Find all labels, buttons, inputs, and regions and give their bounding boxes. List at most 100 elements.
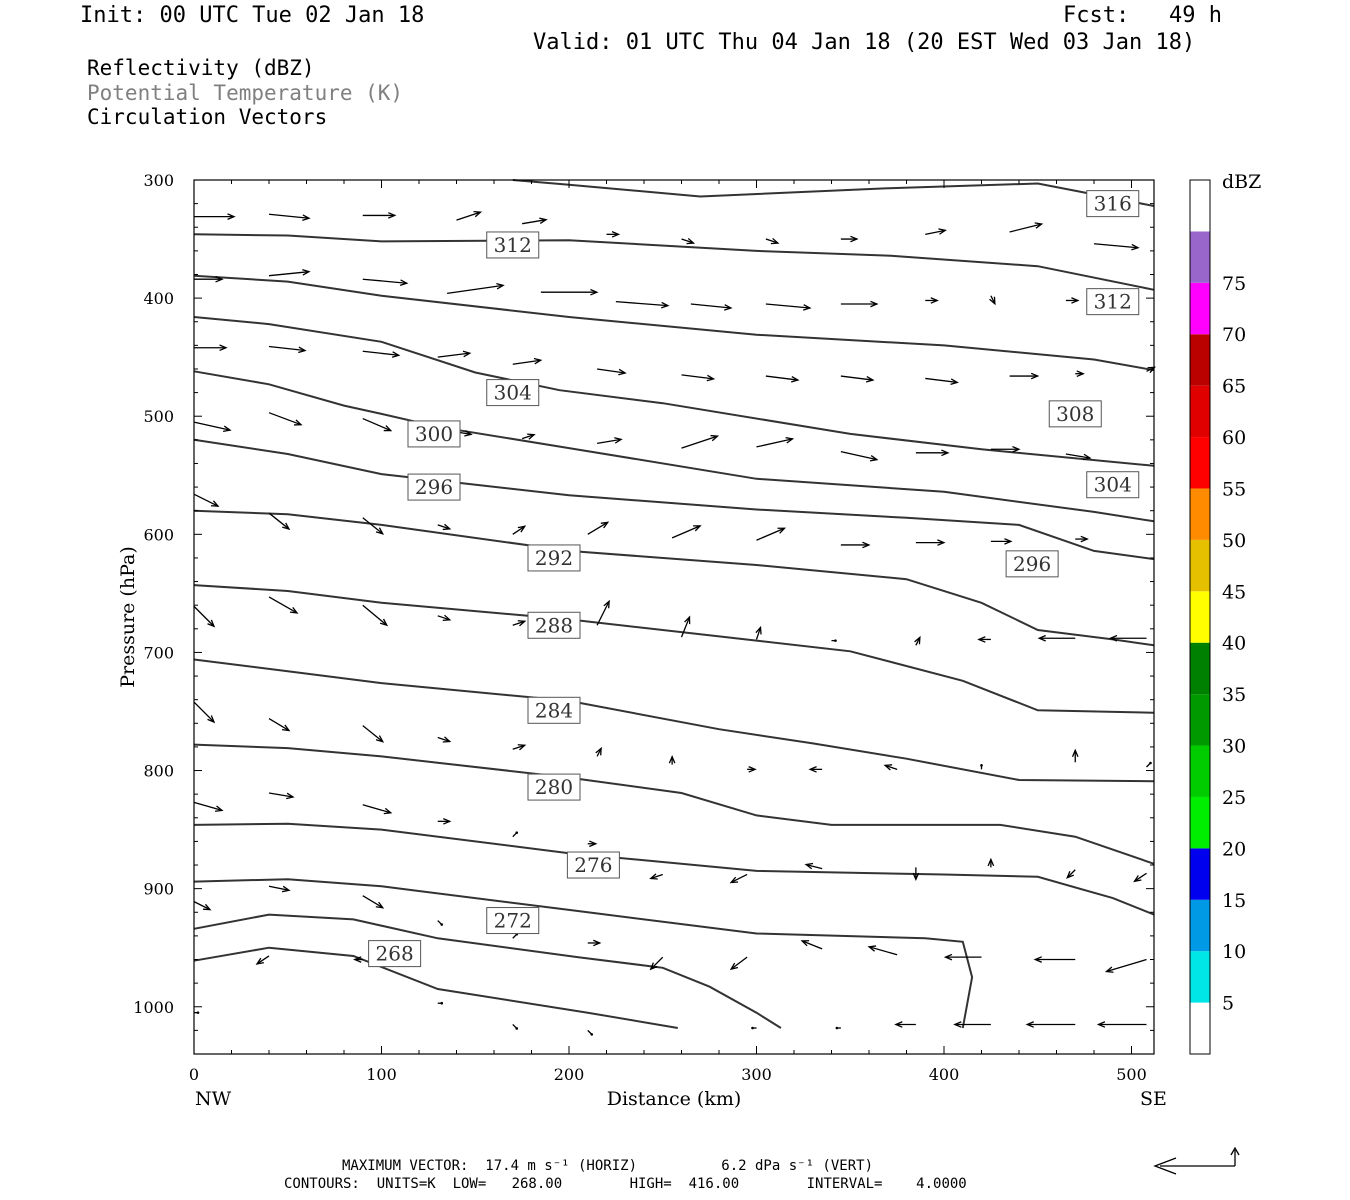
- vector-head: [281, 724, 291, 732]
- colorbar-label: 65: [1222, 376, 1246, 398]
- colorbar-swatch: [1190, 231, 1210, 283]
- vector-head: [1080, 535, 1089, 543]
- colorbar-swatch: [1190, 848, 1210, 900]
- vector-head: [850, 235, 859, 243]
- circulation-vector: [437, 523, 452, 531]
- vector-head: [804, 862, 814, 870]
- colorbar-swatch: [1190, 437, 1210, 489]
- circulation-vector: [915, 449, 950, 457]
- contour-label-text: 280: [535, 775, 573, 799]
- vector-shaft: [681, 374, 714, 380]
- vector-head: [869, 455, 879, 462]
- vector-shaft: [597, 368, 626, 374]
- circulation-vector: [512, 620, 527, 627]
- colorbar-label: 40: [1222, 633, 1246, 655]
- vector-head: [1030, 372, 1040, 380]
- colorbar-label: 25: [1222, 787, 1246, 809]
- x-tick-label: 400: [929, 1065, 960, 1084]
- circulation-vector: [980, 764, 983, 770]
- contour-label-layer: 316 312 312 304 308 300 304 296 292 296 288 284 280 2…: [368, 190, 1140, 968]
- vector-head: [751, 1026, 754, 1030]
- vector-shaft: [730, 956, 748, 970]
- vector-shaft: [437, 736, 450, 743]
- vector-head: [298, 346, 307, 354]
- vector-head: [989, 296, 996, 306]
- contour-line-296: [193, 509, 1155, 647]
- vector-head: [590, 288, 599, 296]
- contour-label: 296: [1005, 550, 1059, 578]
- circulation-vector: [990, 445, 1021, 453]
- vector-head: [953, 1021, 962, 1028]
- contour-label-box: [486, 231, 540, 259]
- circulation-vector: [268, 718, 291, 732]
- y-axis-label: Pressure (hPa): [117, 546, 139, 688]
- circulation-vector: [587, 521, 610, 535]
- vector-head: [1004, 538, 1013, 545]
- circulation-vector: [1065, 297, 1080, 304]
- contour-label-box: [1005, 550, 1059, 578]
- vector-head: [517, 744, 527, 751]
- contour-label: 276: [566, 851, 620, 879]
- circulation-vector: [587, 840, 598, 848]
- vector-shaft: [362, 278, 407, 284]
- vector-shaft: [805, 863, 823, 870]
- contour-label-text: 284: [535, 698, 573, 722]
- circulation-vector: [512, 744, 527, 751]
- vector-head: [593, 939, 602, 947]
- vector-head: [941, 449, 950, 457]
- vector-head: [614, 437, 623, 444]
- contour-label-text: 304: [494, 381, 532, 405]
- circulation-vector: [681, 374, 716, 382]
- vector-head: [770, 237, 780, 245]
- circulation-vector: [800, 940, 823, 950]
- circulation-vector: [587, 939, 602, 947]
- max-vector-info: MAXIMUM VECTOR: 17.4 m s⁻¹ (HORIZ) 6.2 d…: [342, 1158, 874, 1174]
- vector-shaft: [681, 238, 694, 244]
- y-tick-label: 600: [143, 525, 174, 544]
- contour-label-box: [486, 907, 540, 935]
- vector-shaft: [437, 615, 450, 621]
- contour-line-316: [512, 179, 1155, 207]
- circulation-vector: [925, 228, 947, 235]
- vector-head: [977, 636, 986, 643]
- vector-shaft: [512, 359, 541, 365]
- legend-circulation-vectors: Circulation Vectors: [87, 105, 328, 129]
- vector-head: [1037, 634, 1046, 642]
- contour-label-box: [527, 611, 581, 639]
- contour-label: 304: [486, 379, 540, 407]
- max-vector-arrow: [1153, 1146, 1240, 1175]
- vector-shaft: [840, 451, 878, 461]
- contour-label-text: 296: [1013, 552, 1051, 576]
- vector-shaft: [362, 350, 399, 356]
- vector-head: [603, 599, 610, 609]
- circulation-vector: [353, 956, 363, 963]
- vector-head: [1012, 445, 1021, 453]
- vector-head: [282, 522, 291, 531]
- contour-label: 308: [1048, 400, 1102, 428]
- vector-head: [302, 268, 311, 276]
- vector-shaft: [193, 605, 215, 627]
- colorbar-label: 35: [1222, 684, 1246, 706]
- circulation-vector: [512, 831, 519, 838]
- vector-head: [527, 433, 536, 440]
- vector-head: [649, 873, 658, 880]
- colorbar-label: 20: [1222, 838, 1246, 860]
- circulation-vector: [925, 297, 939, 304]
- vector-shaft: [193, 493, 219, 507]
- colorbar-swatch: [1190, 180, 1210, 232]
- vector-head: [539, 217, 548, 224]
- vector-shaft: [268, 885, 290, 891]
- vector-head: [227, 213, 236, 220]
- circulation-vector: [194, 275, 224, 283]
- vector-shaft: [755, 627, 762, 640]
- circulation-vector: [977, 636, 991, 643]
- vector-shaft: [437, 524, 450, 530]
- contour-line-312: [193, 274, 1155, 372]
- circulation-vector: [990, 538, 1013, 545]
- circulation-vector: [456, 210, 483, 221]
- colorbar-label: 75: [1222, 273, 1246, 295]
- circulation-vector: [751, 1026, 757, 1030]
- vector-head: [442, 614, 452, 622]
- circulation-vector: [804, 862, 823, 870]
- vector-head: [302, 214, 311, 221]
